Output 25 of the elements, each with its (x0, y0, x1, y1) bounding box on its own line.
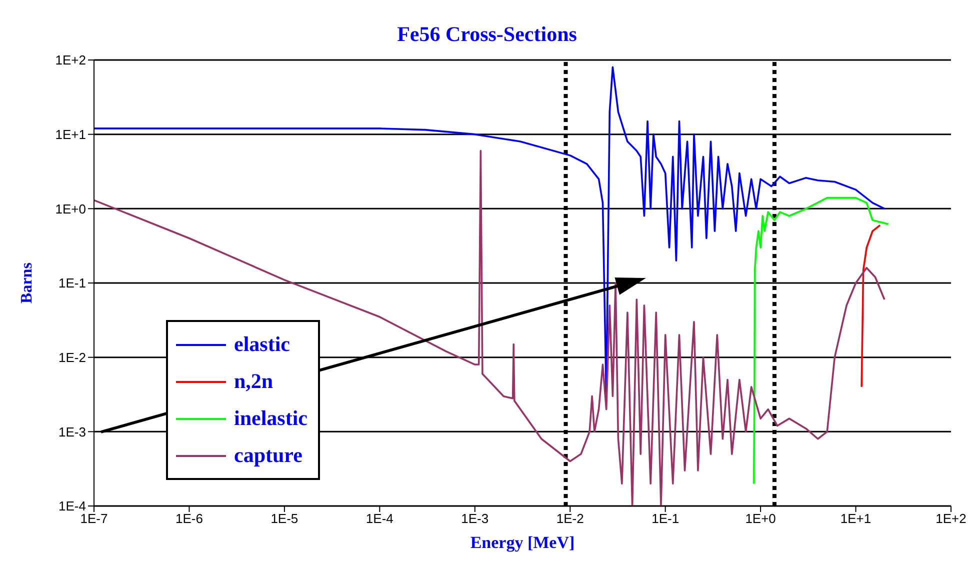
y-tick-label: 1E+1 (55, 126, 86, 142)
line-series (860, 224, 881, 388)
x-tick-label: 1E-7 (80, 511, 108, 526)
legend-label: capture (234, 443, 302, 468)
x-tick-label: 1E-5 (270, 511, 298, 526)
x-tick-label: 1E-6 (175, 511, 203, 526)
x-tick-label: 1E+1 (840, 511, 872, 526)
y-tick-label: 1E+2 (55, 52, 86, 68)
x-axis-title: Energy [MeV] (470, 533, 575, 552)
x-tick-label: 1E-1 (652, 511, 680, 526)
y-tick-label: 1E-3 (58, 424, 86, 440)
legend-label: elastic (234, 332, 290, 357)
x-tick-label: 1E-2 (556, 511, 584, 526)
y-tick-label: 1E-2 (58, 350, 86, 365)
x-tick-label: 1E+0 (745, 511, 776, 526)
y-tick-label: 1E-1 (58, 276, 86, 291)
y-axis-title: Barns (18, 262, 36, 304)
x-tick-label: 1E-3 (461, 511, 489, 526)
y-tick-label: 1E-4 (58, 498, 86, 514)
x-tick-label: 1E-4 (366, 511, 394, 526)
y-tick-label: 1E+0 (55, 201, 86, 216)
legend-label: inelastic (234, 406, 308, 431)
chart-title: Fe56 Cross-Sections (396, 22, 578, 47)
legend-label: n,2n (234, 369, 274, 394)
x-tick-label: 1E+2 (936, 511, 966, 526)
